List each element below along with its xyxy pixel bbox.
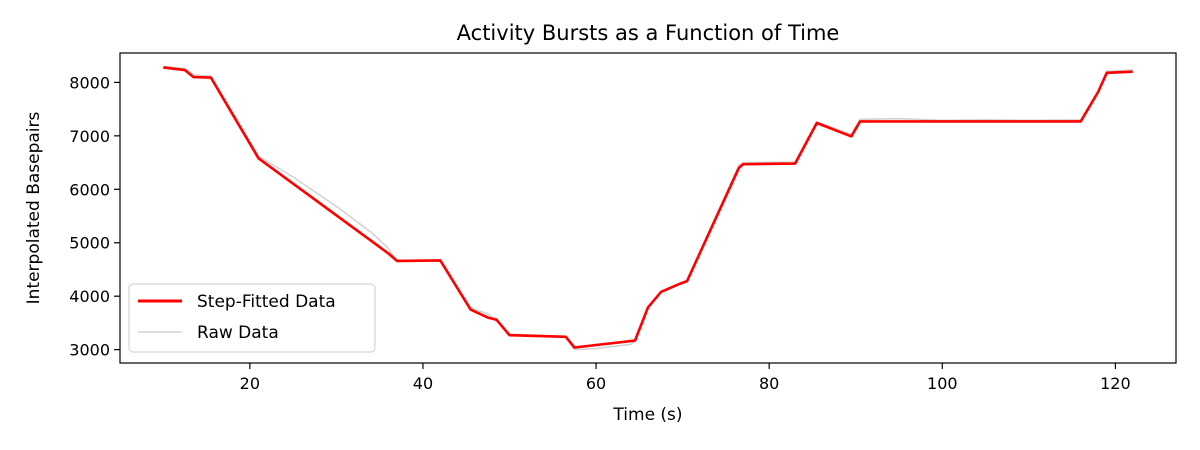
legend-label-raw: Raw Data bbox=[197, 323, 279, 343]
y-axis-label: Interpolated Basepairs bbox=[24, 111, 44, 304]
legend: Step-Fitted Data Raw Data bbox=[128, 283, 376, 353]
y-tick-label: 8000 bbox=[69, 73, 110, 92]
plot-frame bbox=[119, 52, 1177, 364]
y-axis-ticks: 3000 4000 5000 6000 7000 8000 bbox=[69, 73, 120, 360]
series-line-raw bbox=[163, 65, 1133, 351]
x-tick-label: 80 bbox=[759, 374, 779, 393]
y-tick-label: 7000 bbox=[69, 127, 110, 146]
y-tick-label: 5000 bbox=[69, 234, 110, 253]
legend-label-step-fitted: Step-Fitted Data bbox=[197, 292, 336, 312]
x-tick-label: 60 bbox=[586, 374, 606, 393]
x-tick-label: 120 bbox=[1100, 374, 1131, 393]
series-layer bbox=[163, 65, 1133, 351]
x-tick-label: 40 bbox=[413, 374, 433, 393]
x-axis-ticks: 20 40 60 80 100 120 bbox=[240, 363, 1131, 393]
legend-frame bbox=[128, 283, 376, 353]
y-tick-label: 3000 bbox=[69, 341, 110, 360]
y-tick-label: 4000 bbox=[69, 287, 110, 306]
series-line-step-fitted bbox=[163, 66, 1133, 349]
y-tick-label: 6000 bbox=[69, 180, 110, 199]
chart-title: Activity Bursts as a Function of Time bbox=[457, 21, 840, 45]
x-tick-label: 100 bbox=[927, 374, 958, 393]
x-tick-label: 20 bbox=[240, 374, 260, 393]
x-axis-label: Time (s) bbox=[612, 405, 682, 425]
